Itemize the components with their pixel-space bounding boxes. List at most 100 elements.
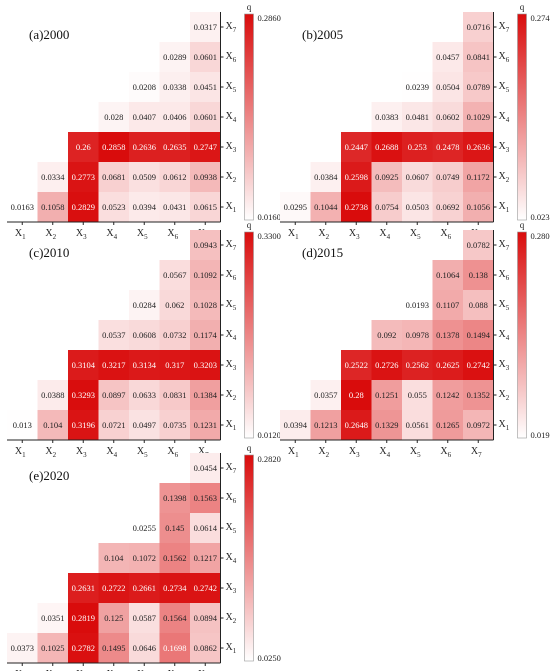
cell-value-label: 0.2635	[163, 142, 186, 152]
heatmap-cell	[402, 320, 433, 350]
x-tick-label: X2	[45, 446, 56, 459]
cell-value-label: 0.1352	[467, 390, 490, 400]
heatmap-cell	[7, 633, 38, 663]
cell-value-label: 0.0509	[133, 172, 156, 182]
heatmap-cell	[190, 410, 221, 440]
cell-value-label: 0.1242	[436, 390, 459, 400]
y-tick-label: X2	[226, 171, 237, 184]
cell-value-label: 0.1064	[436, 270, 460, 280]
x-tick-label: X6	[167, 228, 178, 241]
heatmap-cell	[98, 162, 129, 192]
cell-value-label: 0.092	[377, 330, 396, 340]
heatmap-cell	[341, 410, 372, 440]
heatmap-cell	[371, 410, 402, 440]
heatmap-cell	[463, 410, 494, 440]
heatmap-cell	[432, 192, 463, 222]
y-tick-label: X3	[226, 582, 237, 595]
heatmap-cell	[159, 603, 190, 633]
heatmap-cell	[190, 230, 221, 260]
heatmap-cell	[190, 453, 221, 483]
heatmap-cell	[432, 132, 463, 162]
heatmap-cell	[463, 260, 494, 290]
cell-value-label: 0.1217	[194, 553, 217, 563]
y-tick-label: X4	[499, 111, 510, 124]
cell-value-label: 0.1564	[163, 613, 187, 623]
cell-value-label: 0.2722	[102, 583, 125, 593]
heatmap-panel: (d)2015 0.0782 0.1064 0.138 0.0193 0.1107 0.08…	[280, 220, 550, 459]
x-tick-label: X2	[318, 446, 329, 459]
cell-value-label: 0.0239	[406, 82, 429, 92]
heatmap-panel: (a)2000 0.0317 0.0289 0.0601 0.0208 0.0338 0.0…	[7, 2, 281, 241]
cell-value-label: 0.0384	[314, 172, 338, 182]
y-tick-label: X7	[499, 21, 510, 34]
cell-value-label: 0.0721	[102, 420, 125, 430]
x-tick-label: X7	[198, 669, 209, 671]
y-tick-label: X1	[226, 419, 237, 432]
colorbar-label: q	[520, 220, 525, 230]
panel-title: (d)2015	[302, 245, 343, 260]
heatmap-cell	[432, 320, 463, 350]
y-tick-label: X4	[499, 329, 510, 342]
heatmap-cell	[159, 573, 190, 603]
colorbar-min-label: 0.0230	[531, 212, 550, 222]
heatmap-cell	[190, 603, 221, 633]
colorbar	[517, 13, 527, 221]
y-tick-label: X1	[499, 419, 510, 432]
heatmap-cell	[432, 102, 463, 132]
cell-value-label: 0.2782	[72, 643, 95, 653]
cell-value-label: 0.0692	[436, 202, 459, 212]
heatmap-cell	[402, 192, 433, 222]
heatmap-cell	[463, 12, 494, 42]
cell-value-label: 0.3196	[72, 420, 95, 430]
cell-value-label: 0.0735	[163, 420, 186, 430]
heatmap-cell	[310, 162, 341, 192]
y-tick-label: X4	[226, 552, 237, 565]
heatmap-cell	[402, 410, 433, 440]
heatmap-cell	[432, 410, 463, 440]
heatmap-cell	[190, 72, 221, 102]
cell-value-label: 0.1025	[41, 643, 64, 653]
heatmap-cell	[190, 162, 221, 192]
cell-value-label: 0.1058	[41, 202, 64, 212]
heatmap-cell	[463, 230, 494, 260]
cell-value-label: 0.0295	[284, 202, 307, 212]
cell-value-label: 0.0561	[406, 420, 429, 430]
x-tick-label: X4	[379, 446, 390, 459]
y-tick-label: X7	[226, 21, 237, 34]
x-tick-label: X6	[167, 669, 178, 671]
heatmap-cell	[129, 192, 160, 222]
heatmap-cell	[371, 380, 402, 410]
x-tick-label: X3	[76, 228, 87, 241]
cell-value-label: 0.0612	[163, 172, 186, 182]
x-tick-label: X3	[76, 669, 87, 671]
cell-value-label: 0.0504	[436, 82, 460, 92]
heatmap-cell	[432, 350, 463, 380]
cell-value-label: 0.1072	[133, 553, 156, 563]
heatmap-cell	[37, 192, 68, 222]
y-tick-label: X7	[226, 239, 237, 252]
colorbar-label: q	[247, 443, 252, 453]
cell-value-label: 0.3104	[72, 360, 96, 370]
heatmap-cell	[68, 573, 99, 603]
x-tick-label: X5	[410, 446, 421, 459]
cell-value-label: 0.3293	[72, 390, 95, 400]
heatmap-cell	[190, 483, 221, 513]
x-tick-label: X5	[410, 228, 421, 241]
cell-value-label: 0.055	[408, 390, 427, 400]
cell-value-label: 0.0338	[163, 82, 186, 92]
heatmap-cell	[98, 633, 129, 663]
heatmap-cell	[190, 192, 221, 222]
y-tick-label: X6	[226, 51, 237, 64]
y-tick-label: X3	[499, 141, 510, 154]
cell-value-label: 0.0431	[163, 202, 186, 212]
colorbar-max-label: 0.2860	[258, 13, 281, 23]
x-tick-label: X5	[137, 669, 148, 671]
x-tick-label: X5	[137, 446, 148, 459]
cell-value-label: 0.0503	[406, 202, 429, 212]
heatmap-cell	[190, 260, 221, 290]
heatmap-cell	[129, 132, 160, 162]
y-tick-label: X7	[226, 462, 237, 475]
cell-value-label: 0.2631	[72, 583, 95, 593]
cell-value-label: 0.2636	[467, 142, 490, 152]
